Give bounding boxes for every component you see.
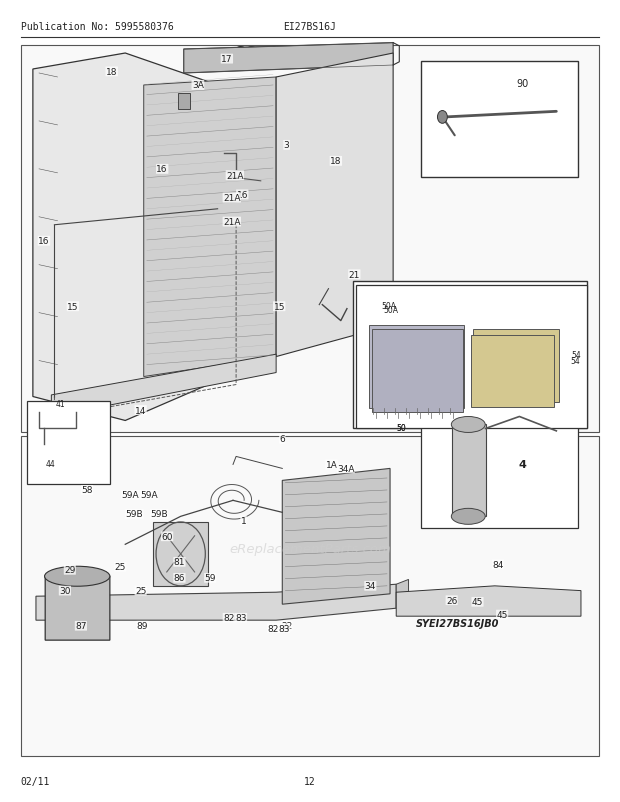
Text: 30: 30: [59, 586, 71, 595]
Text: 90: 90: [516, 79, 529, 88]
Text: 50: 50: [396, 423, 406, 432]
Polygon shape: [184, 43, 393, 74]
Text: 87: 87: [75, 622, 87, 630]
Text: 14: 14: [135, 406, 146, 415]
Text: 45: 45: [497, 610, 508, 619]
Polygon shape: [396, 586, 581, 617]
Text: 21A: 21A: [223, 194, 241, 203]
Text: 25: 25: [115, 562, 126, 572]
Text: 22: 22: [281, 622, 292, 630]
Text: 1: 1: [241, 516, 246, 525]
Polygon shape: [45, 569, 110, 640]
Ellipse shape: [451, 508, 485, 525]
Text: COOLING SYSTEM: COOLING SYSTEM: [234, 46, 386, 61]
Text: Publication No: 5995580376: Publication No: 5995580376: [20, 22, 174, 32]
Polygon shape: [33, 54, 218, 421]
Bar: [421, 393, 578, 529]
Polygon shape: [276, 54, 393, 357]
Text: 54: 54: [570, 357, 580, 366]
Text: 21: 21: [348, 270, 360, 279]
Text: 26: 26: [446, 596, 458, 605]
Text: 12: 12: [304, 776, 316, 785]
Text: 86: 86: [174, 573, 185, 582]
Text: 59A: 59A: [122, 491, 139, 500]
Bar: [153, 522, 208, 586]
Text: 16: 16: [236, 191, 248, 200]
Text: 45: 45: [472, 597, 483, 606]
Text: 50A: 50A: [384, 306, 399, 315]
Ellipse shape: [45, 566, 110, 586]
Bar: [20, 437, 600, 756]
Bar: [356, 286, 587, 429]
Text: 84: 84: [492, 560, 503, 569]
Circle shape: [438, 111, 448, 124]
Text: 59B: 59B: [150, 510, 168, 519]
Text: 18: 18: [106, 68, 117, 77]
Bar: [451, 425, 485, 516]
Text: 21A: 21A: [223, 218, 241, 227]
Bar: [27, 401, 110, 484]
Text: 29: 29: [64, 565, 76, 575]
Bar: [421, 62, 578, 177]
Bar: [473, 329, 559, 403]
Text: 83: 83: [235, 614, 247, 622]
Text: 1A: 1A: [326, 460, 337, 469]
Bar: [471, 335, 554, 407]
Text: 82: 82: [267, 624, 279, 633]
Text: 59A: 59A: [140, 491, 157, 500]
Text: 02/11: 02/11: [20, 776, 50, 785]
Text: 3: 3: [284, 141, 290, 150]
Text: 83: 83: [278, 624, 290, 633]
Text: 3A: 3A: [192, 81, 204, 91]
Text: 16: 16: [156, 165, 168, 174]
Text: 41: 41: [56, 400, 65, 409]
Text: 89: 89: [137, 622, 148, 630]
Text: 60: 60: [161, 533, 173, 541]
Text: EI27BS16J: EI27BS16J: [283, 22, 337, 32]
Text: 81: 81: [174, 557, 185, 567]
Text: eReplacementParts.com: eReplacementParts.com: [229, 542, 391, 555]
Text: 34A: 34A: [337, 464, 355, 473]
Text: 58: 58: [81, 486, 93, 495]
Text: 21A: 21A: [226, 172, 244, 180]
Text: 16: 16: [38, 237, 50, 246]
Polygon shape: [51, 354, 276, 417]
Polygon shape: [282, 469, 390, 605]
Text: 59B: 59B: [126, 510, 143, 519]
Bar: [368, 325, 464, 409]
Text: 34: 34: [365, 581, 376, 590]
Text: 50A: 50A: [381, 302, 396, 311]
Text: 50: 50: [396, 423, 406, 432]
Text: 54: 54: [572, 350, 582, 359]
Text: 4: 4: [518, 460, 526, 470]
Polygon shape: [177, 94, 190, 110]
Text: 82: 82: [223, 614, 234, 622]
Text: 15: 15: [67, 302, 79, 311]
Text: 25: 25: [135, 586, 146, 595]
Bar: [353, 282, 587, 429]
Text: 18: 18: [330, 157, 342, 166]
Bar: [371, 329, 463, 413]
Text: 44: 44: [45, 460, 55, 469]
Polygon shape: [144, 78, 276, 377]
Bar: [20, 46, 600, 433]
Polygon shape: [396, 580, 409, 609]
Text: 17: 17: [221, 55, 232, 64]
Ellipse shape: [451, 417, 485, 433]
Text: 59: 59: [205, 573, 216, 582]
Polygon shape: [36, 585, 396, 621]
Text: SYEI27BS16JB0: SYEI27BS16JB0: [416, 618, 500, 628]
Text: 15: 15: [273, 302, 285, 311]
Text: 6: 6: [280, 435, 285, 444]
